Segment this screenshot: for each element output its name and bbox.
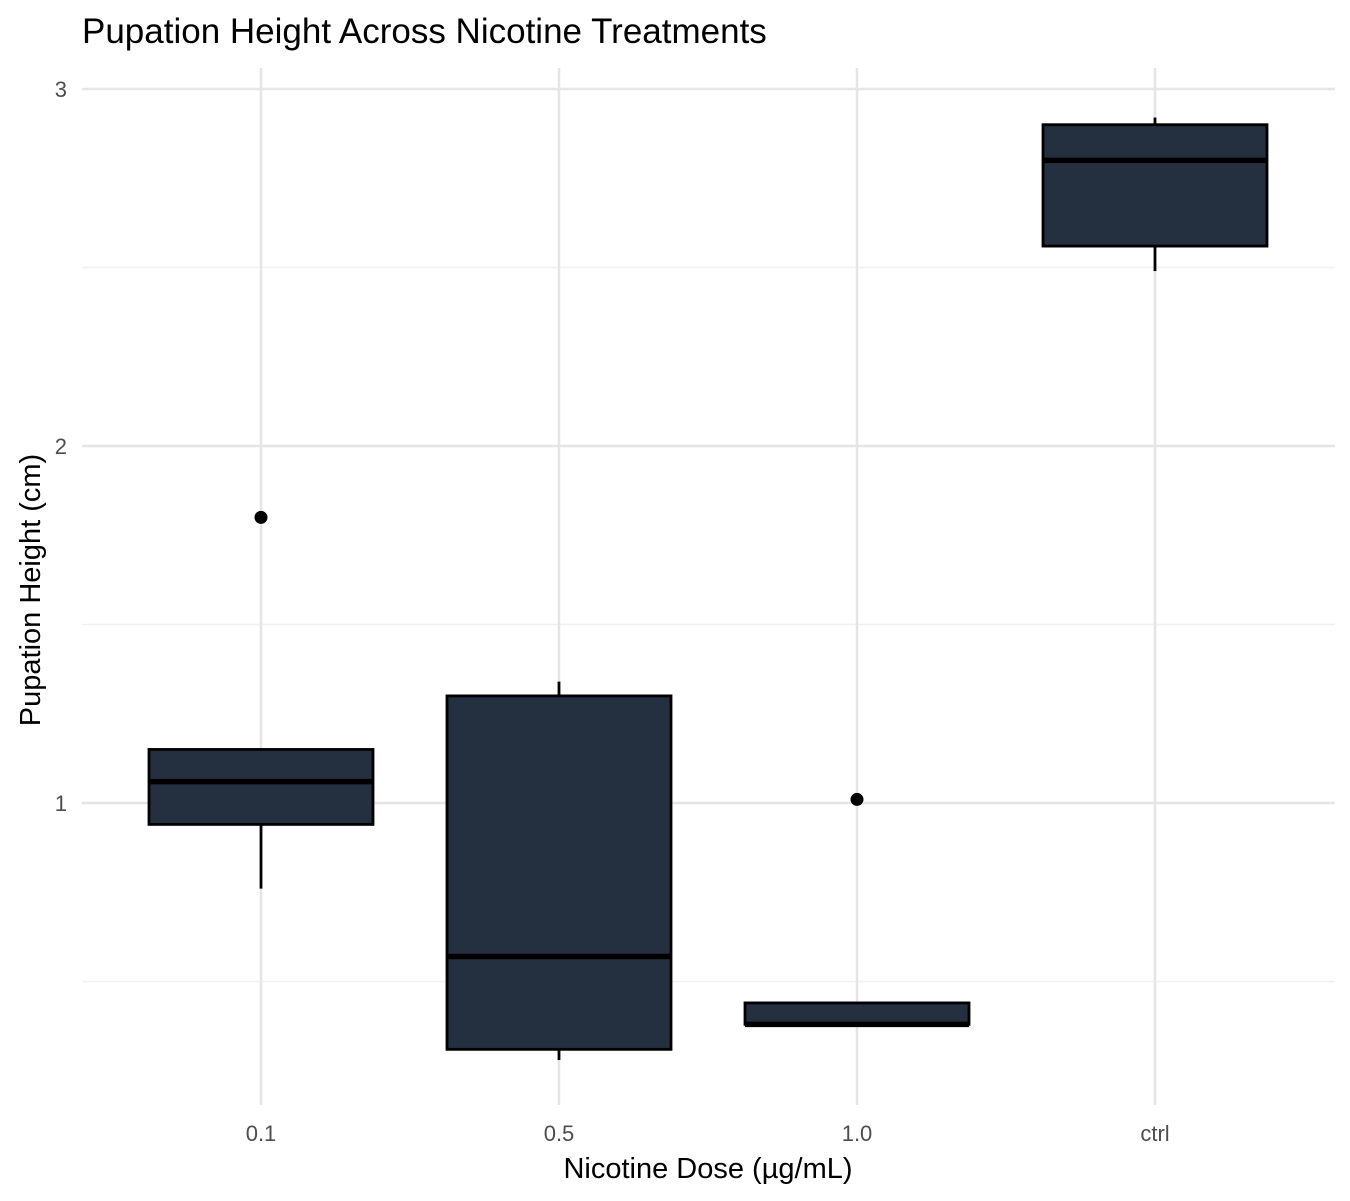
box-iqr	[147, 748, 375, 826]
x-axis-title: Nicotine Dose (µg/mL)	[563, 1153, 852, 1185]
x-tick-label: 0.5	[544, 1121, 575, 1146]
box-group	[743, 792, 971, 1028]
x-tick-label: ctrl	[1140, 1121, 1169, 1146]
x-tick-label: 1.0	[842, 1121, 873, 1146]
outlier-point	[254, 510, 268, 524]
chart-title: Pupation Height Across Nicotine Treatmen…	[82, 12, 767, 51]
box-iqr	[1041, 123, 1269, 248]
box-layer	[147, 117, 1269, 1061]
y-axis-title: Pupation Height (cm)	[15, 454, 47, 726]
box-group	[1041, 117, 1269, 272]
tick-label-layer: 1 2 3 0.1 0.5 1.0 ctrl	[55, 77, 1170, 1146]
box-group	[147, 510, 375, 889]
box-group	[445, 681, 673, 1061]
x-tick-label: 0.1	[246, 1121, 277, 1146]
box-iqr	[743, 1001, 971, 1026]
y-tick-label: 1	[55, 791, 67, 816]
y-tick-label: 3	[55, 77, 67, 102]
y-tick-label: 2	[55, 434, 67, 459]
box-iqr	[445, 694, 673, 1051]
outlier-point	[850, 792, 864, 806]
